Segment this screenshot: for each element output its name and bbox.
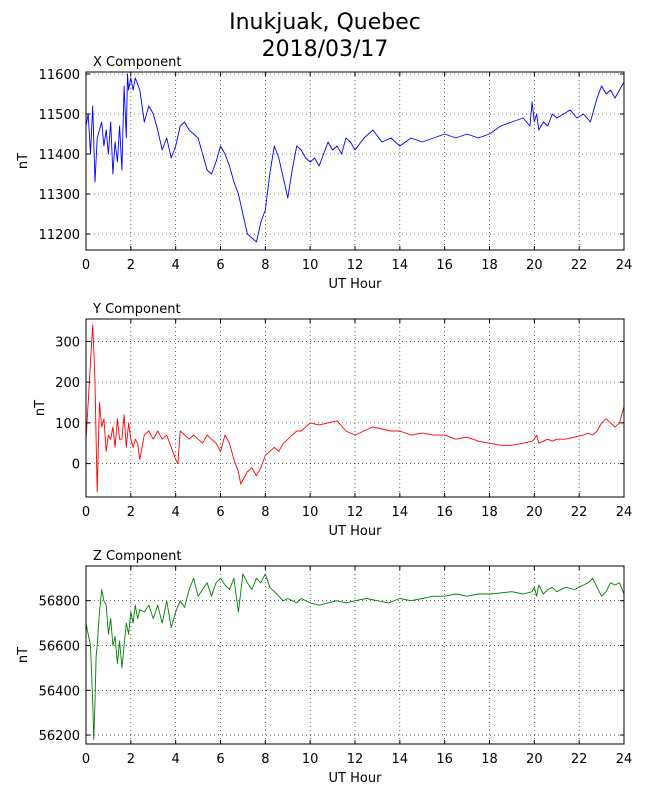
- z-component-xtick-label: 14: [392, 752, 409, 767]
- x-component-xtick-label: 4: [172, 258, 180, 273]
- z-component-title: Z Component: [93, 549, 182, 564]
- y-component-xtick-label: 10: [302, 505, 319, 520]
- x-component-xlabel: UT Hour: [329, 277, 383, 292]
- y-component-ytick-label: 0: [72, 458, 80, 473]
- z-component-ytick-label: 56400: [39, 684, 80, 699]
- x-component-series-line: [85, 73, 625, 243]
- x-component-ytick-label: 11200: [39, 228, 80, 243]
- z-component-xtick-label: 20: [526, 752, 543, 767]
- z-component-xtick-label: 2: [127, 752, 135, 767]
- x-component-xtick-label: 2: [127, 258, 135, 273]
- y-component-xtick-label: 16: [436, 505, 453, 520]
- z-component-xtick-label: 0: [82, 752, 90, 767]
- z-component-xtick-label: 16: [436, 752, 453, 767]
- x-component-panel: 0 2 4 6 8 10 12 14 16 18 20 22 241120011300114001150…: [16, 55, 632, 292]
- y-component-xtick-label: 20: [526, 505, 543, 520]
- x-component-xtick-label: 16: [436, 258, 453, 273]
- y-component-ytick-label: 300: [55, 335, 80, 350]
- y-component-xtick-label: 24: [616, 505, 633, 520]
- x-component-xtick-label: 8: [261, 258, 269, 273]
- z-component-series-line: [85, 573, 625, 740]
- y-component-ylabel: nT: [33, 400, 48, 416]
- x-component-title: X Component: [93, 55, 182, 70]
- y-component-xtick-label: 14: [392, 505, 409, 520]
- z-component-xtick-label: 6: [216, 752, 224, 767]
- x-component-xtick-label: 10: [302, 258, 319, 273]
- x-component-xtick-label: 24: [616, 258, 633, 273]
- y-component-xtick-label: 12: [347, 505, 364, 520]
- y-component-ytick-label: 200: [55, 376, 80, 391]
- y-component-series-line: [85, 324, 625, 493]
- z-component-ytick-label: 56800: [39, 595, 80, 610]
- x-component-xtick-label: 18: [481, 258, 498, 273]
- z-component-ylabel: nT: [16, 647, 31, 663]
- y-component-xlabel: UT Hour: [329, 524, 383, 539]
- x-component-xtick-label: 12: [347, 258, 364, 273]
- z-component-xtick-label: 18: [481, 752, 498, 767]
- x-component-xtick-label: 22: [571, 258, 588, 273]
- y-component-xtick-label: 8: [261, 505, 269, 520]
- z-component-panel: 0 2 4 6 8 10 12 14 16 18 20 22 245620056400566005680…: [16, 549, 632, 786]
- y-component-xtick-label: 0: [82, 505, 90, 520]
- y-component-xtick-label: 4: [172, 505, 180, 520]
- y-component-xtick-label: 18: [481, 505, 498, 520]
- x-component-ytick-label: 11500: [39, 108, 80, 123]
- x-component-ytick-label: 11300: [39, 188, 80, 203]
- x-component-ytick-label: 11400: [39, 148, 80, 163]
- x-component-xtick-label: 14: [392, 258, 409, 273]
- y-component-xtick-label: 6: [216, 505, 224, 520]
- z-component-xtick-label: 12: [347, 752, 364, 767]
- x-component-ytick-label: 11600: [39, 68, 80, 83]
- y-component-title: Y Component: [92, 302, 181, 317]
- z-component-xtick-label: 22: [571, 752, 588, 767]
- z-component-xtick-label: 10: [302, 752, 319, 767]
- z-component-xtick-label: 24: [616, 752, 633, 767]
- figure-title-date: 2018/03/17: [261, 37, 389, 62]
- z-component-xlabel: UT Hour: [329, 771, 383, 786]
- y-component-ytick-label: 100: [55, 417, 80, 432]
- figure-title-location: Inukjuak, Quebec: [229, 10, 421, 35]
- z-component-xtick-label: 4: [172, 752, 180, 767]
- x-component-xtick-label: 6: [216, 258, 224, 273]
- z-component-xtick-label: 8: [261, 752, 269, 767]
- z-component-ytick-label: 56600: [39, 639, 80, 654]
- z-component-ytick-label: 56200: [39, 729, 80, 744]
- y-component-xtick-label: 2: [127, 505, 135, 520]
- y-component-xtick-label: 22: [571, 505, 588, 520]
- x-component-xtick-label: 0: [82, 258, 90, 273]
- x-component-xtick-label: 20: [526, 258, 543, 273]
- x-component-ylabel: nT: [16, 153, 31, 169]
